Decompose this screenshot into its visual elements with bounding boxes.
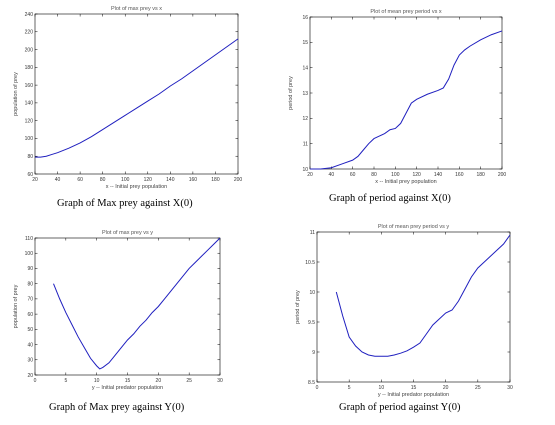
y-tick-label: 9.5 <box>308 320 315 326</box>
x-tick-label: 60 <box>77 177 83 183</box>
chart-title: Plot of max prey vs y <box>102 230 153 236</box>
chart-title: Plot of max prey vs x <box>111 6 162 12</box>
plot-area-frame <box>316 231 511 383</box>
x-axis-label: x -- Initial prey population <box>106 184 167 190</box>
plot-area-frame <box>34 13 239 175</box>
y-tick-label: 180 <box>25 65 34 71</box>
y-tick-label: 15 <box>302 40 308 46</box>
y-tick-label: 12 <box>302 116 308 122</box>
y-tick-label: 10 <box>309 290 315 296</box>
x-tick-label: 80 <box>100 177 106 183</box>
series-line <box>335 234 511 357</box>
x-tick-label: 5 <box>348 385 351 391</box>
y-tick-label: 80 <box>27 281 33 287</box>
y-tick-label: 11 <box>310 230 315 236</box>
x-tick-label: 20 <box>156 378 162 384</box>
x-tick-label: 120 <box>144 177 153 183</box>
x-tick-label: 15 <box>411 385 417 391</box>
x-tick-label: 200 <box>498 172 507 178</box>
x-tick-label: 30 <box>507 385 513 391</box>
x-axis-label: y -- Initial predator population <box>92 385 163 391</box>
x-tick-label: 140 <box>434 172 443 178</box>
x-tick-label: 140 <box>166 177 175 183</box>
y-tick-label: 50 <box>27 327 33 333</box>
y-tick-label: 60 <box>27 312 33 318</box>
caption-period-vs-y: Graph of period against Y(0) <box>339 402 461 413</box>
x-tick-label: 5 <box>64 378 67 384</box>
panel-period-vs-x: Plot of mean prey period vs x 20 40 60 80 100… <box>277 0 555 212</box>
x-tick-label: 10 <box>379 385 385 391</box>
chart-max-prey-vs-x: Plot of max prey vs x 20 40 60 80 100 120 140 16… <box>13 6 243 190</box>
y-tick-label: 30 <box>27 358 33 364</box>
x-tick-label: 25 <box>186 378 192 384</box>
y-tick-label: 160 <box>25 83 34 89</box>
x-tick-label: 100 <box>121 177 130 183</box>
y-tick-label: 70 <box>27 297 33 303</box>
x-axis-label: x -- Initial prey population <box>375 179 436 185</box>
x-tick-label: 160 <box>189 177 198 183</box>
series-line <box>53 237 221 370</box>
series-line <box>310 30 503 170</box>
y-tick-label: 110 <box>25 236 33 242</box>
y-tick-label: 80 <box>27 154 33 160</box>
panel-period-vs-y: Plot of mean prey period vs y 0 5 10 15 20 25 3… <box>277 212 555 425</box>
x-tick-label: 20 <box>443 385 449 391</box>
y-axis-label: period of prey <box>288 76 294 110</box>
y-axis-label: population of prey <box>13 284 19 328</box>
y-tick-label: 200 <box>25 47 34 53</box>
caption-max-prey-vs-y: Graph of Max prey against Y(0) <box>49 402 185 413</box>
x-tick-label: 10 <box>94 378 100 384</box>
y-tick-label: 40 <box>27 342 33 348</box>
y-axis-label: period of prey <box>295 290 301 324</box>
x-tick-label: 30 <box>217 378 223 384</box>
panel-max-prey-vs-x: Plot of max prey vs x 20 40 60 80 100 120 140 16… <box>0 0 277 212</box>
y-tick-label: 16 <box>302 15 308 21</box>
x-tick-label: 40 <box>55 177 61 183</box>
y-tick-label: 10 <box>302 167 308 173</box>
chart-title: Plot of mean prey period vs x <box>370 9 441 15</box>
y-tick-label: 100 <box>25 136 34 142</box>
plot-area-frame <box>34 237 221 376</box>
chart-max-prey-vs-y: Plot of max prey vs y 0 5 10 15 20 25 30 20 30 40 5… <box>13 230 223 391</box>
y-tick-label: 240 <box>25 12 34 18</box>
y-tick-label: 8.5 <box>308 380 315 386</box>
x-tick-label: 0 <box>316 385 319 391</box>
x-tick-label: 40 <box>329 172 335 178</box>
y-tick-label: 220 <box>25 30 34 36</box>
caption-period-vs-x: Graph of period against X(0) <box>329 193 451 204</box>
x-tick-label: 80 <box>371 172 377 178</box>
series-line <box>35 38 239 158</box>
y-tick-label: 10.5 <box>305 260 315 266</box>
x-tick-label: 100 <box>391 172 400 178</box>
y-tick-label: 140 <box>25 101 34 107</box>
y-tick-label: 13 <box>302 91 308 97</box>
x-tick-label: 20 <box>307 172 313 178</box>
y-axis-label: population of prey <box>13 72 19 116</box>
y-tick-label: 120 <box>25 118 34 124</box>
plot-area-frame <box>309 16 503 170</box>
x-tick-label: 0 <box>34 378 37 384</box>
x-tick-label: 160 <box>455 172 464 178</box>
y-tick-label: 100 <box>25 251 34 257</box>
caption-max-prey-vs-x: Graph of Max prey against X(0) <box>57 198 193 209</box>
x-tick-label: 60 <box>350 172 356 178</box>
x-tick-label: 180 <box>211 177 220 183</box>
chart-period-vs-y: Plot of mean prey period vs y 0 5 10 15 20 25 3… <box>295 224 513 398</box>
chart-period-vs-x: Plot of mean prey period vs x 20 40 60 80 100… <box>288 9 507 185</box>
x-tick-label: 15 <box>125 378 131 384</box>
y-tick-label: 20 <box>27 373 33 379</box>
y-tick-label: 9 <box>312 350 315 356</box>
x-axis-label: y -- Initial predator population <box>378 392 449 398</box>
x-tick-label: 20 <box>32 177 38 183</box>
y-tick-label: 60 <box>27 172 33 178</box>
panel-max-prey-vs-y: Plot of max prey vs y 0 5 10 15 20 25 30 20 30 40 5… <box>0 212 277 425</box>
y-tick-label: 14 <box>302 65 308 71</box>
x-tick-label: 25 <box>475 385 481 391</box>
y-tick-label: 11 <box>303 141 308 147</box>
x-tick-label: 200 <box>234 177 243 183</box>
x-tick-label: 180 <box>476 172 485 178</box>
chart-title: Plot of mean prey period vs y <box>378 224 449 230</box>
y-tick-label: 90 <box>27 266 33 272</box>
x-tick-label: 120 <box>412 172 421 178</box>
